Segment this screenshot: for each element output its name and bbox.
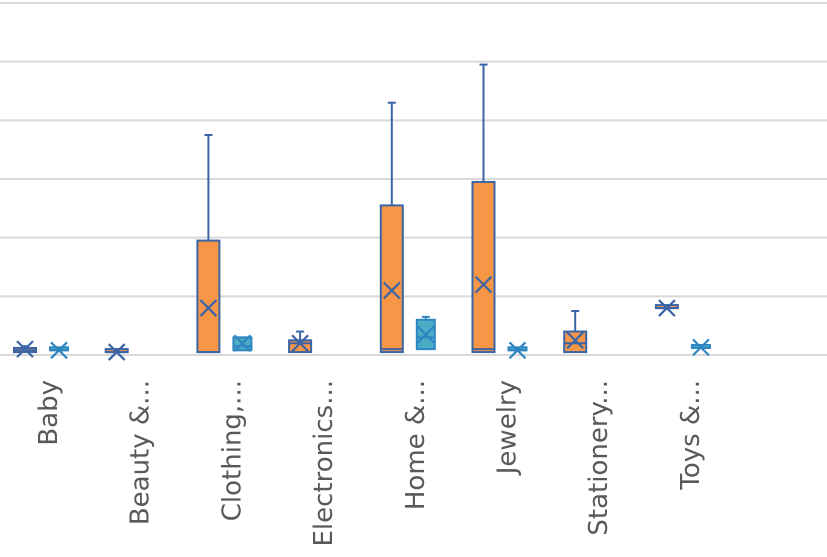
category-label: Electronics...: [309, 380, 339, 547]
category-label: Stationery...: [584, 380, 614, 536]
box-stationery: [563, 310, 588, 354]
mean-marker: [233, 334, 252, 353]
box-series-1: [13, 63, 679, 361]
box-body: [196, 239, 221, 354]
mean-marker: [508, 341, 527, 360]
box-clothing: [196, 134, 221, 354]
mean-marker: [658, 299, 676, 317]
category-label: Jewelry: [493, 380, 523, 476]
category-label: Baby: [34, 380, 64, 446]
category-labels: Baby Beauty &... Clothing,... Electronics..…: [34, 380, 706, 547]
mean-marker: [692, 338, 710, 357]
mean-marker: [16, 340, 34, 358]
box-toys: [654, 299, 679, 317]
box-series-2: [49, 315, 711, 360]
box-jewelry: [507, 341, 528, 360]
category-label: Toys &...: [676, 380, 706, 491]
box-baby: [49, 341, 69, 360]
mean-marker: [383, 281, 401, 300]
mean-marker: [566, 331, 584, 350]
gridlines: [0, 2, 827, 356]
box-body: [471, 180, 496, 354]
category-label: Clothing,...: [217, 380, 247, 521]
mean-marker: [199, 299, 218, 317]
box-beauty: [104, 343, 129, 361]
box-baby: [13, 340, 37, 358]
mean-marker: [291, 334, 309, 353]
box-clothing: [232, 334, 253, 353]
box-body: [379, 204, 404, 354]
mean-marker: [417, 325, 435, 344]
mean-marker: [50, 341, 68, 360]
box-home: [379, 101, 404, 354]
category-label: Home &...: [401, 380, 431, 510]
box-electronics: [288, 330, 313, 354]
box-jewelry: [471, 63, 496, 354]
mean-marker: [107, 343, 126, 361]
box-home: [415, 315, 436, 351]
box-body: [288, 339, 313, 354]
box-series: [13, 63, 711, 361]
mean-marker: [474, 275, 493, 294]
category-label: Beauty &...: [126, 380, 156, 525]
box-toys: [690, 338, 711, 357]
